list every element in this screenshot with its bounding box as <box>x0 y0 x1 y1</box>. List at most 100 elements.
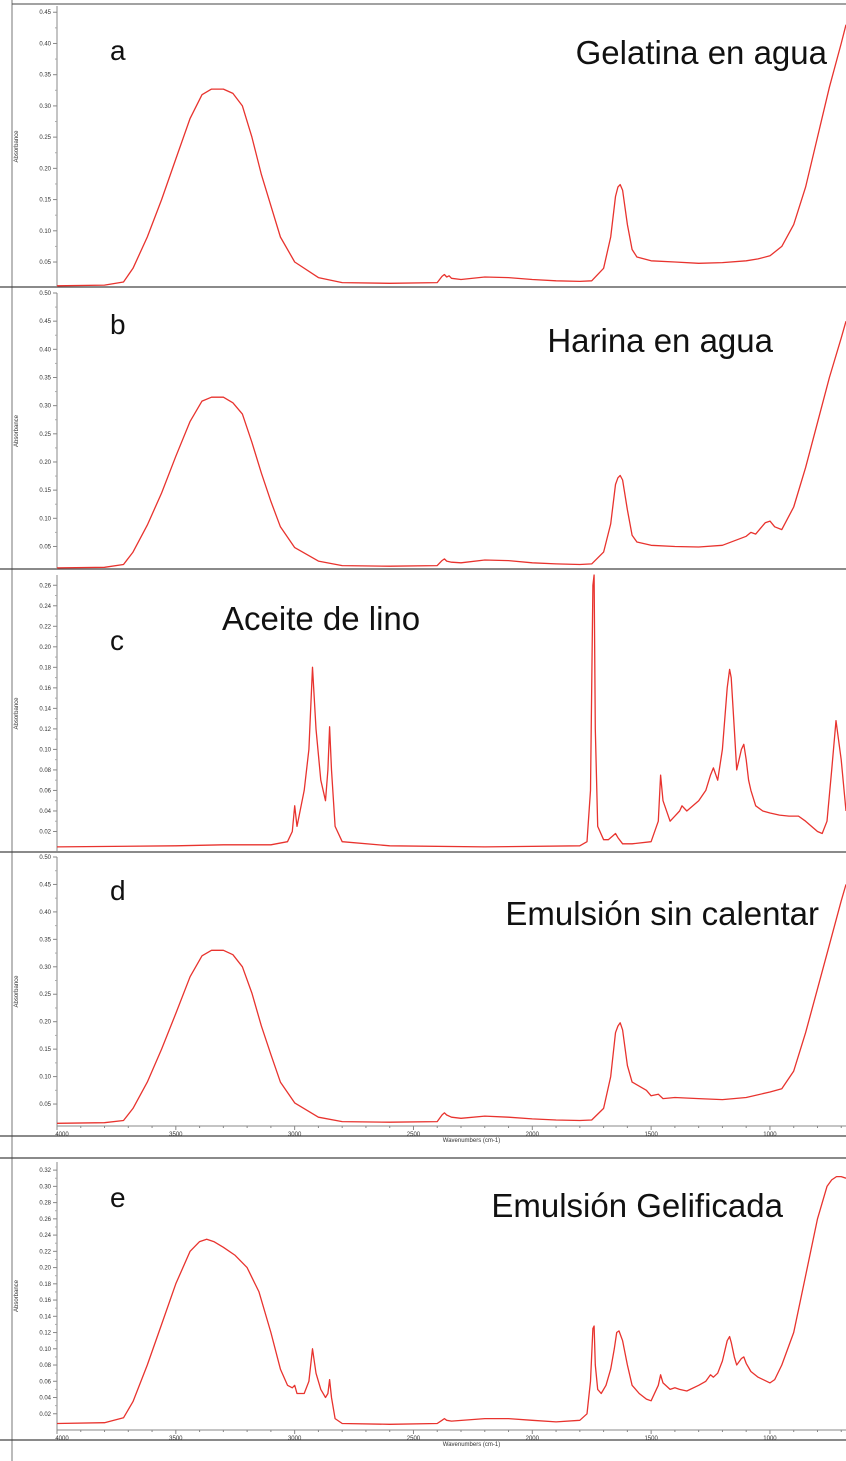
y-tick-label: 0.02 <box>39 829 51 835</box>
panel-a: 0.05 0.10 0.15 0.20 0.25 0.30 0.35 0.40 0.45 Abso… <box>0 3 846 288</box>
y-tick-label: 0.08 <box>39 1363 51 1369</box>
y-axis-title: Absorbance <box>14 130 20 163</box>
y-tick-label: 0.04 <box>39 809 51 815</box>
y-tick-label: 0.35 <box>39 73 51 79</box>
y-tick-label: 0.26 <box>39 1217 51 1223</box>
panel-b: 0.05 0.10 0.15 0.20 0.25 0.30 0.35 0.40 0.45 0.50… <box>0 291 846 570</box>
x-tick-label: 2500 <box>407 1436 421 1442</box>
y-tick-label: 0.04 <box>39 1396 51 1402</box>
y-tick-label: 0.25 <box>39 135 51 141</box>
y-tick-label: 0.05 <box>39 544 51 550</box>
y-tick-label: 0.10 <box>39 747 51 753</box>
y-tick-label: 0.15 <box>39 198 51 204</box>
y-tick-label: 0.20 <box>39 1020 51 1026</box>
panel-d: 0.05 0.10 0.15 0.20 0.25 0.30 0.35 0.40 0.45 0.50… <box>0 855 846 1144</box>
x-tick-label: 4000 <box>55 1436 69 1442</box>
y-tick-label: 0.35 <box>39 937 51 943</box>
y-tick-label: 0.30 <box>39 1184 51 1190</box>
y-tick-label: 0.40 <box>39 41 51 47</box>
y-tick-label: 0.28 <box>39 1201 51 1207</box>
panel-annotation: Emulsión Gelificada <box>491 1187 783 1224</box>
y-tick-label: 0.30 <box>39 404 51 410</box>
y-tick-label: 0.05 <box>39 260 51 266</box>
x-tick-label: 3500 <box>169 1436 183 1442</box>
y-tick-label: 0.45 <box>39 319 51 325</box>
y-tick-label: 0.06 <box>39 1379 51 1385</box>
y-tick-label: 0.45 <box>39 882 51 888</box>
y-tick-label: 0.06 <box>39 788 51 794</box>
panel-c: 0.02 0.04 0.06 0.08 0.10 0.12 0.14 0.16 0.18 0.20… <box>0 574 846 853</box>
panel-letter: b <box>110 309 126 340</box>
y-tick-label: 0.20 <box>39 645 51 651</box>
panel-letter: a <box>110 35 126 66</box>
y-tick-label: 0.30 <box>39 104 51 110</box>
series-line-b <box>56 321 846 569</box>
y-tick-label: 0.10 <box>39 516 51 522</box>
y-tick-label: 0.02 <box>39 1412 51 1418</box>
x-tick-label: 2500 <box>407 1132 421 1138</box>
y-tick-label: 0.15 <box>39 488 51 494</box>
y-tick-label: 0.10 <box>39 229 51 235</box>
panel-annotation: Gelatina en agua <box>576 34 828 71</box>
y-tick-label: 0.15 <box>39 1047 51 1053</box>
x-tick-label: 2000 <box>526 1436 540 1442</box>
y-tick-label: 0.50 <box>39 291 51 297</box>
y-tick-label: 0.18 <box>39 665 51 671</box>
y-tick-label: 0.22 <box>39 624 51 630</box>
series-line-a <box>56 24 846 287</box>
x-tick-label: 3000 <box>288 1436 302 1442</box>
x-tick-label: 1000 <box>763 1132 777 1138</box>
x-tick-label: 4000 <box>55 1132 69 1138</box>
y-tick-label: 0.20 <box>39 166 51 172</box>
y-tick-label: 0.08 <box>39 768 51 774</box>
y-tick-label: 0.50 <box>39 855 51 861</box>
x-tick-label: 1500 <box>644 1132 658 1138</box>
x-tick-label: 2000 <box>526 1132 540 1138</box>
x-axis-title: Wavenumbers (cm-1) <box>443 1442 500 1448</box>
series-line-d <box>56 884 846 1124</box>
series-line-e <box>56 1175 846 1425</box>
y-tick-label: 0.12 <box>39 727 51 733</box>
y-tick-label: 0.14 <box>39 1314 51 1320</box>
panel-annotation: Emulsión sin calentar <box>505 895 819 932</box>
panel-letter: d <box>110 875 126 906</box>
y-tick-label: 0.10 <box>39 1075 51 1081</box>
y-tick-label: 0.26 <box>39 583 51 589</box>
y-tick-label: 0.16 <box>39 686 51 692</box>
y-tick-label: 0.05 <box>39 1102 51 1108</box>
y-tick-label: 0.24 <box>39 604 51 610</box>
y-tick-label: 0.40 <box>39 910 51 916</box>
y-tick-label: 0.25 <box>39 992 51 998</box>
panel-annotation: Aceite de lino <box>222 600 420 637</box>
y-tick-label: 0.12 <box>39 1331 51 1337</box>
y-axis-title: Absorbance <box>14 975 20 1008</box>
y-tick-label: 0.40 <box>39 347 51 353</box>
y-tick-label: 0.14 <box>39 706 51 712</box>
y-axis-title: Absorbance <box>14 697 20 730</box>
y-tick-label: 0.18 <box>39 1282 51 1288</box>
y-tick-label: 0.32 <box>39 1168 51 1174</box>
y-tick-label: 0.20 <box>39 460 51 466</box>
y-tick-label: 0.24 <box>39 1233 51 1239</box>
panel-e: 0.02 0.04 0.06 0.08 0.10 0.12 0.14 0.16 0.18 0.20… <box>0 1157 846 1448</box>
y-tick-label: 0.20 <box>39 1266 51 1272</box>
series-line-c <box>56 574 846 848</box>
x-axis-title: Wavenumbers (cm-1) <box>443 1138 500 1144</box>
x-tick-label: 3000 <box>288 1132 302 1138</box>
y-tick-label: 0.45 <box>39 10 51 16</box>
x-tick-label: 1000 <box>763 1436 777 1442</box>
y-tick-label: 0.22 <box>39 1249 51 1255</box>
y-axis-title: Absorbance <box>14 1279 20 1312</box>
y-tick-label: 0.16 <box>39 1298 51 1304</box>
y-axis-title: Absorbance <box>14 414 20 447</box>
panel-letter: e <box>110 1182 126 1213</box>
y-tick-label: 0.10 <box>39 1347 51 1353</box>
panel-annotation: Harina en agua <box>547 322 773 359</box>
x-tick-label: 3500 <box>169 1132 183 1138</box>
x-tick-label: 1500 <box>644 1436 658 1442</box>
y-tick-label: 0.25 <box>39 432 51 438</box>
y-tick-label: 0.30 <box>39 965 51 971</box>
panel-letter: c <box>110 625 124 656</box>
y-tick-label: 0.35 <box>39 375 51 381</box>
